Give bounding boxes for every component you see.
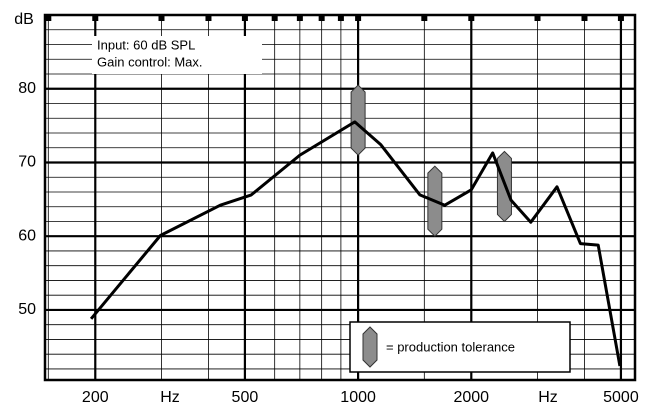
top-tick-mark	[271, 15, 278, 21]
top-tick-mark	[318, 15, 325, 21]
annotation: Gain control: Max.	[97, 54, 203, 69]
y-tick-label: 80	[18, 80, 36, 97]
top-tick-mark	[92, 15, 99, 21]
top-tick-mark	[158, 15, 165, 21]
top-tick-mark	[355, 15, 362, 21]
top-tick-mark	[45, 15, 52, 21]
annotation-box	[92, 36, 262, 74]
legend-label: = production tolerance	[386, 339, 515, 354]
x-tick-label: 2000	[453, 389, 489, 406]
top-tick-mark	[205, 15, 212, 21]
x-tick-label: 1000	[340, 389, 376, 406]
x-axis-unit: Hz	[538, 389, 558, 406]
legend-box	[349, 321, 571, 373]
response-curve	[89, 120, 622, 367]
legend-swatch	[362, 326, 378, 368]
plot-frame	[43, 13, 637, 382]
top-tick-mark	[421, 15, 428, 21]
y-tick-label: 50	[18, 301, 36, 318]
top-tick-mark	[296, 15, 303, 21]
top-tick-mark	[241, 15, 248, 21]
tolerance-bar	[350, 84, 366, 156]
top-tick-mark	[581, 15, 588, 21]
top-tick-mark	[468, 15, 475, 21]
top-tick-mark	[337, 15, 344, 21]
x-tick-label: 5000	[603, 389, 639, 406]
top-tick-mark	[534, 15, 541, 21]
x-axis-unit: Hz	[160, 389, 180, 406]
y-tick-label: 70	[18, 154, 36, 171]
top-tick-mark	[617, 15, 624, 21]
annotation: Input: 60 dB SPL	[97, 37, 195, 52]
x-tick-label: 500	[232, 389, 259, 406]
y-axis-unit: dB	[14, 11, 34, 28]
x-tick-label: 200	[82, 389, 109, 406]
y-tick-label: 60	[18, 227, 36, 244]
